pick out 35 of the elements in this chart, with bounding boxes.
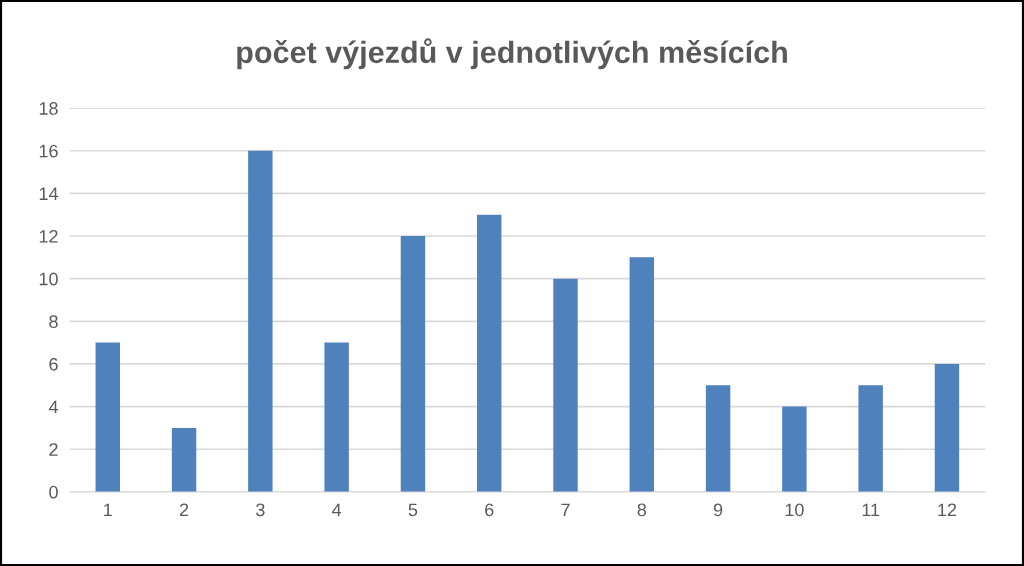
x-tick-label: 9 (713, 503, 723, 517)
bar (705, 385, 731, 492)
y-tick-label: 0 (49, 485, 58, 499)
x-tick-label: 3 (256, 503, 265, 517)
bar (95, 342, 120, 492)
bar (477, 214, 502, 492)
bar (782, 406, 807, 492)
y-tick-label: 14 (39, 187, 58, 200)
y-tick-label: 12 (39, 229, 58, 243)
bar (324, 342, 349, 492)
bar (934, 363, 960, 492)
y-tick-label: 8 (49, 315, 58, 329)
x-tick-label: 11 (862, 503, 880, 517)
bar (400, 236, 426, 492)
bar (171, 427, 197, 492)
x-tick-label: 5 (408, 503, 418, 517)
bar (553, 278, 578, 492)
bar (858, 385, 883, 492)
x-tick-label: 6 (485, 503, 494, 517)
bar (248, 150, 273, 492)
y-tick-label: 16 (39, 144, 58, 158)
y-tick-label: 4 (48, 400, 58, 414)
bar (629, 257, 654, 492)
chart-title: počet výjezdů v jednotlivých měsících (237, 38, 787, 70)
x-tick-label: 12 (938, 503, 957, 517)
y-tick-label: 10 (39, 272, 58, 286)
x-tick-label: 8 (637, 503, 647, 517)
y-tick-label: 6 (49, 357, 58, 371)
x-tick-label: 4 (332, 503, 342, 517)
x-tick-label: 2 (179, 503, 189, 517)
x-tick-label: 1 (104, 503, 112, 517)
x-tick-label: 10 (785, 503, 804, 517)
y-tick-label: 18 (39, 102, 58, 115)
x-tick-label: 7 (561, 503, 570, 517)
y-tick-label: 2 (49, 443, 58, 456)
